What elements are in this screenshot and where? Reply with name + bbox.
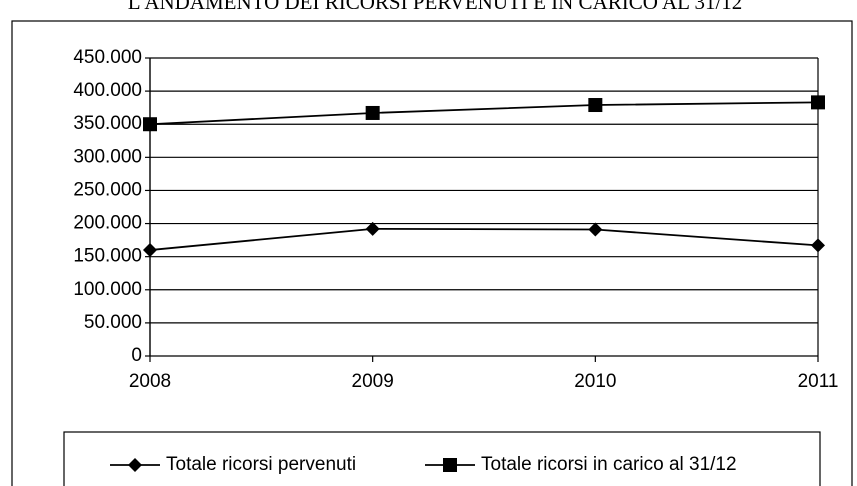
data-point (588, 98, 603, 113)
series-line (149, 227, 819, 251)
data-point (365, 221, 380, 236)
x-tick-label: 2011 (798, 371, 839, 392)
legend-label: Totale ricorsi in carico al 31/12 (481, 454, 737, 475)
series-line (149, 101, 819, 126)
legend-label: Totale ricorsi pervenuti (166, 454, 356, 475)
legend-box (63, 431, 821, 486)
y-tick-label: 100.000 (73, 279, 142, 300)
data-point (365, 105, 380, 120)
y-tick-label: 350.000 (73, 113, 142, 134)
y-tick-label: 450.000 (73, 47, 142, 68)
data-point (143, 117, 157, 132)
legend-marker (128, 458, 142, 472)
x-tick-label: 2008 (129, 371, 171, 392)
data-point (811, 238, 825, 253)
y-tick-label: 150.000 (73, 246, 142, 267)
y-tick-label: 400.000 (73, 80, 142, 101)
y-tick-label: 200.000 (73, 213, 142, 234)
x-tick-label: 2010 (574, 371, 616, 392)
y-tick-label: 300.000 (73, 146, 142, 167)
y-tick-label: 250.000 (73, 179, 142, 200)
data-point (811, 95, 825, 110)
y-tick-label: 0 (131, 345, 142, 366)
chart-title: L'ANDAMENTO DEI RICORSI PERVENUTI E IN C… (128, 0, 743, 14)
x-tick-label: 2009 (352, 371, 394, 392)
data-point (143, 243, 157, 258)
chart-frame (11, 20, 853, 486)
legend-marker (443, 458, 457, 472)
y-tick-label: 50.000 (84, 312, 142, 333)
data-point (588, 222, 603, 237)
